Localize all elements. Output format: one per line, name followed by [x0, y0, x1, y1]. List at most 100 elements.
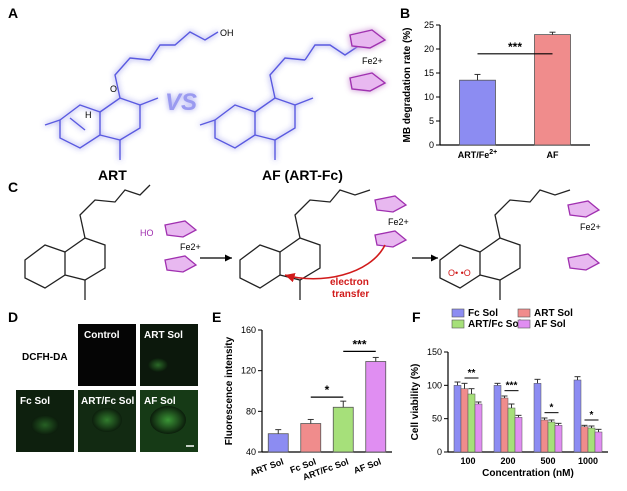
image-art-sol [140, 324, 198, 386]
bar [467, 393, 476, 453]
y-tick-label: 50 [432, 414, 442, 424]
legend-swatch [451, 308, 465, 318]
legend-swatch [451, 319, 465, 329]
fe-label-c1: Fe2+ [180, 242, 201, 252]
reaction-scheme [24, 184, 571, 300]
image-label: ART/Fc Sol [81, 396, 135, 407]
bar [587, 427, 596, 453]
art-label: ART [98, 167, 127, 183]
fe-label-c2: Fe2+ [388, 217, 409, 227]
bar [493, 385, 502, 453]
bar [267, 433, 289, 453]
significance-label: *** [506, 381, 518, 392]
y-tick-label: 10 [424, 92, 434, 102]
legend-swatch [517, 308, 531, 318]
y-tick-label: 0 [429, 140, 434, 150]
vs-text: VS [165, 89, 197, 116]
bar [554, 425, 563, 453]
bar [474, 403, 483, 453]
x-tick-label: 100 [460, 456, 475, 466]
bar [459, 79, 496, 146]
x-tick-label: 500 [540, 456, 555, 466]
legend-label: ART Sol [534, 308, 573, 319]
art-o-label: O [110, 84, 117, 94]
significance-label: * [325, 383, 330, 397]
bar [332, 406, 354, 453]
cell-blob [31, 415, 59, 435]
bar [534, 34, 571, 146]
image-label: AF Sol [144, 396, 176, 407]
af-fe-label: Fe2+ [362, 56, 383, 66]
panel-label-e: E [212, 309, 221, 325]
bar [453, 385, 462, 453]
legend-label: AF Sol [534, 319, 566, 330]
y-tick-label: 15 [424, 68, 434, 78]
bar [533, 383, 542, 453]
y-axis-title: Cell viability (%) [410, 364, 421, 441]
transfer-label: transfer [332, 289, 369, 300]
bar [540, 419, 549, 453]
legend-label: Fc Sol [468, 308, 498, 319]
y-tick-label: 100 [427, 380, 442, 390]
bar [365, 361, 387, 453]
chart-b: 0 5 10 15 20 25 MB degradation rate (%) ART/Fe2… [402, 20, 590, 160]
bar [594, 431, 603, 453]
x-tick-label: AF Sol [352, 456, 382, 475]
significance-label: * [550, 403, 554, 414]
cell-blob [92, 408, 122, 432]
significance-label: *** [508, 40, 522, 54]
image-label: ART Sol [144, 330, 183, 341]
bar [300, 423, 322, 453]
y-tick-label: 40 [246, 447, 256, 457]
bar [573, 379, 582, 453]
y-tick-label: 120 [241, 366, 256, 376]
x-axis-title: Concentration (nM) [482, 468, 574, 479]
panel-label-b: B [400, 5, 410, 21]
image-control [78, 324, 136, 386]
dcfh-da-label: DCFH-DA [22, 352, 68, 363]
bar [547, 421, 556, 453]
y-tick-label: 0 [437, 447, 442, 457]
y-tick-label: 5 [429, 116, 434, 126]
ho-label: HO [140, 228, 154, 238]
image-label: Fc Sol [20, 396, 50, 407]
bar [580, 426, 589, 453]
y-tick-label: 80 [246, 406, 256, 416]
fe-label-c3: Fe2+ [580, 222, 601, 232]
x-tick-label: ART/Fe2+ [458, 149, 497, 160]
microscopy-grid [16, 324, 198, 452]
electron-label: electron [330, 277, 369, 288]
cell-blob [148, 358, 168, 372]
y-axis-title: Fluorescence intensity [224, 336, 235, 445]
bar [514, 417, 523, 453]
y-tick-label: 20 [424, 44, 434, 54]
electron-transfer-arrow [284, 244, 386, 283]
significance-label: * [590, 410, 594, 421]
legend-swatch [517, 319, 531, 329]
y-axis-title: MB degradation rate (%) [402, 27, 413, 142]
panel-label-a: A [8, 5, 18, 21]
panel-label-c: C [8, 179, 18, 195]
radical-label: O• •O [448, 268, 471, 278]
af-label: AF (ART-Fc) [262, 167, 343, 183]
cell-blob [150, 406, 186, 434]
x-tick-label: 1000 [578, 456, 598, 466]
legend-label: ART/Fc Sol [468, 319, 522, 330]
af-molecule [199, 44, 361, 160]
art-h-label: H [85, 110, 92, 120]
art-oh-label: OH [220, 28, 234, 38]
significance-label: *** [352, 337, 366, 351]
significance-label: ** [468, 368, 476, 379]
bar [507, 407, 516, 453]
x-tick-label: AF [547, 150, 559, 160]
art-molecule [44, 31, 219, 160]
panel-label-d: D [8, 309, 18, 325]
ferrocene-a [349, 29, 387, 92]
y-tick-label: 150 [427, 347, 442, 357]
y-tick-label: 25 [424, 20, 434, 30]
bar [460, 388, 469, 453]
y-tick-label: 160 [241, 325, 256, 335]
